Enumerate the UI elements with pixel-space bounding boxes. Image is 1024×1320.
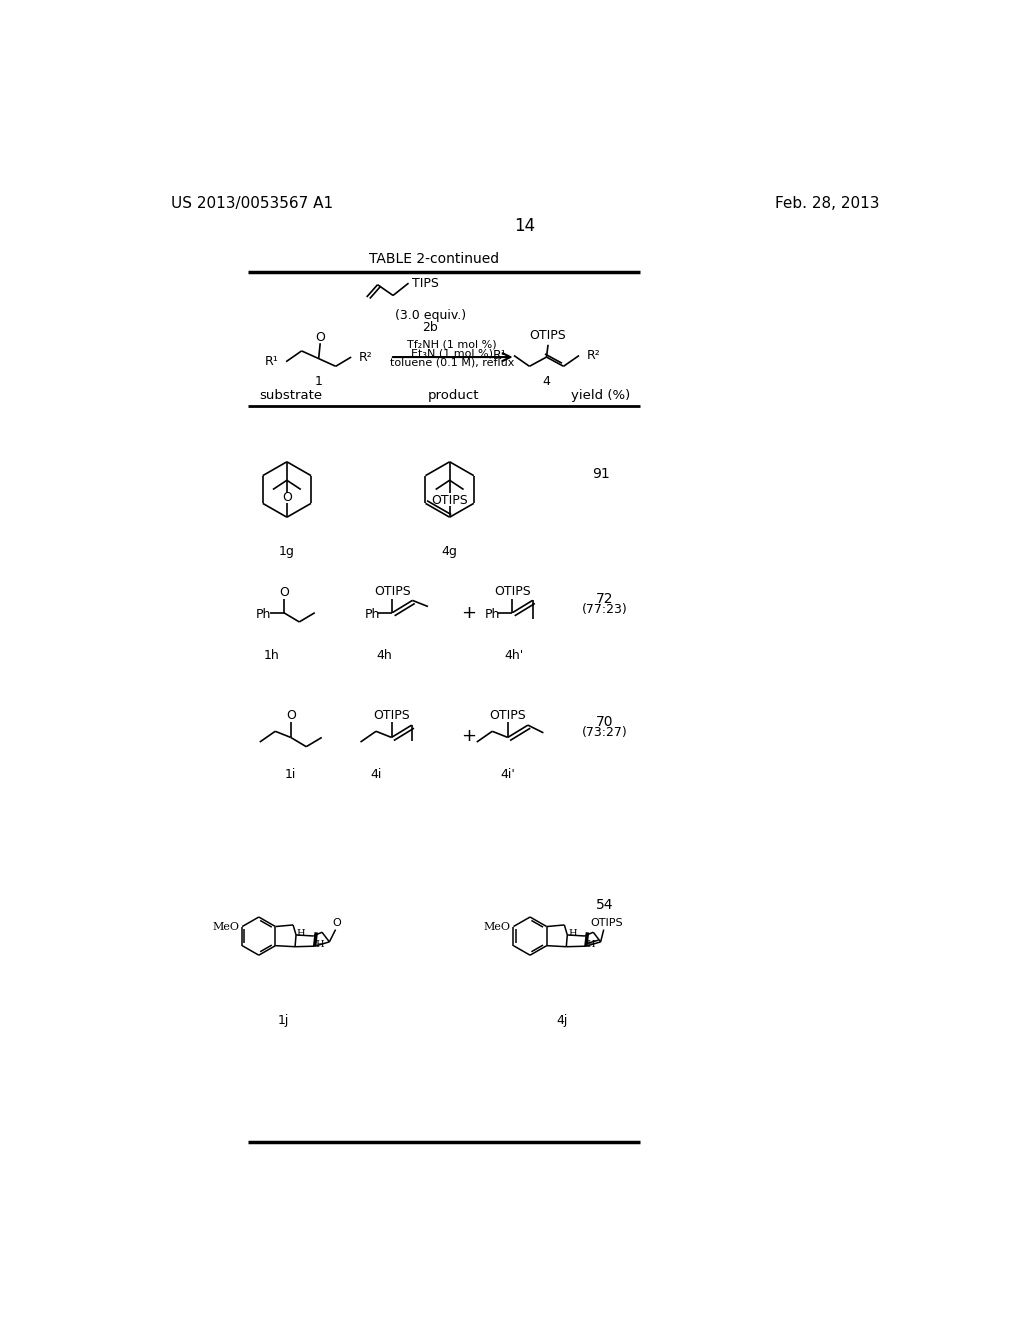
Text: 91: 91 (592, 467, 609, 480)
Text: 54: 54 (596, 899, 613, 912)
Text: MeO: MeO (212, 921, 239, 932)
Text: Et₃N (1 mol %): Et₃N (1 mol %) (411, 348, 493, 358)
Text: OTIPS: OTIPS (431, 494, 468, 507)
Text: (73:27): (73:27) (582, 726, 628, 739)
Text: 1g: 1g (279, 545, 295, 557)
Text: H: H (315, 940, 324, 949)
Text: 4g: 4g (441, 545, 458, 557)
Text: R¹: R¹ (493, 348, 506, 362)
Text: TABLE 2-continued: TABLE 2-continued (369, 252, 499, 265)
Text: 4h': 4h' (505, 648, 523, 661)
Text: OTIPS: OTIPS (373, 709, 410, 722)
Text: OTIPS: OTIPS (591, 919, 624, 928)
Text: Ph: Ph (256, 607, 271, 620)
Text: toluene (0.1 M), reflux: toluene (0.1 M), reflux (390, 358, 514, 367)
Text: +: + (462, 603, 476, 622)
Text: R²: R² (359, 351, 373, 363)
Text: OTIPS: OTIPS (374, 585, 411, 598)
Text: (77:23): (77:23) (582, 603, 628, 616)
Text: H: H (587, 940, 595, 949)
Text: 1j: 1j (278, 1014, 289, 1027)
Text: US 2013/0053567 A1: US 2013/0053567 A1 (171, 195, 333, 211)
Text: O: O (333, 919, 341, 928)
Text: 2b: 2b (422, 321, 438, 334)
Text: Ph: Ph (484, 607, 500, 620)
Text: R²: R² (587, 348, 600, 362)
Text: O: O (315, 330, 326, 343)
Text: product: product (428, 389, 479, 403)
Text: OTIPS: OTIPS (529, 329, 566, 342)
Text: O: O (282, 491, 292, 504)
Text: 4i': 4i' (501, 768, 515, 781)
Text: 14: 14 (514, 218, 536, 235)
Text: H: H (568, 929, 577, 939)
Text: substrate: substrate (259, 389, 323, 403)
Text: 4: 4 (543, 375, 551, 388)
Text: R¹: R¹ (264, 355, 279, 368)
Text: 4i: 4i (371, 768, 382, 781)
Text: 72: 72 (596, 591, 613, 606)
Text: 4j: 4j (556, 1014, 567, 1027)
Text: 1i: 1i (285, 768, 296, 781)
Text: O: O (279, 586, 289, 599)
Text: 1h: 1h (263, 648, 280, 661)
Text: H: H (297, 929, 305, 939)
Text: TIPS: TIPS (412, 277, 438, 290)
Text: OTIPS: OTIPS (489, 709, 526, 722)
Text: MeO: MeO (483, 921, 510, 932)
Text: (3.0 equiv.): (3.0 equiv.) (394, 309, 466, 322)
Text: Feb. 28, 2013: Feb. 28, 2013 (775, 195, 880, 211)
Text: Tf₂NH (1 mol %): Tf₂NH (1 mol %) (408, 339, 497, 350)
Text: 4h: 4h (377, 648, 392, 661)
Text: Ph: Ph (365, 607, 380, 620)
Text: 70: 70 (596, 715, 613, 729)
Text: OTIPS: OTIPS (494, 585, 530, 598)
Text: 1: 1 (314, 375, 323, 388)
Text: +: + (462, 727, 476, 744)
Text: O: O (286, 709, 296, 722)
Text: yield (%): yield (%) (571, 389, 631, 403)
